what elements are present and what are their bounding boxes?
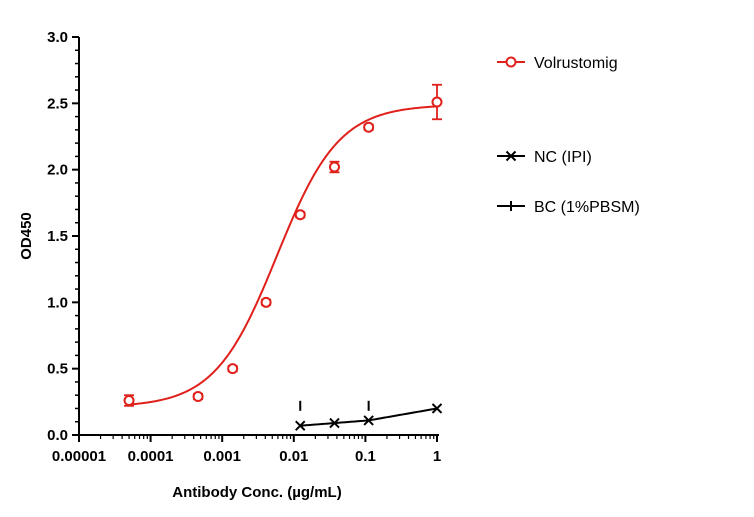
y-tick-label: 3.0 bbox=[47, 29, 68, 46]
marker-stroke bbox=[329, 417, 340, 429]
x-tick-label: 0.01 bbox=[279, 448, 308, 465]
y-tick-label: 1.5 bbox=[47, 228, 68, 245]
marker-stroke bbox=[295, 420, 306, 431]
legend-marker bbox=[505, 56, 517, 68]
x-tick-label: 0.001 bbox=[203, 448, 241, 465]
marker-stroke bbox=[505, 150, 517, 162]
legend: Volrustomig NC (IPI) BC (1%PBSM) bbox=[497, 55, 640, 216]
axes: 0.0 0.5 1.0 1.5 2.0 2.5 3.0 0.00001 0.0001 0.001 0… bbox=[47, 29, 441, 465]
series-0 bbox=[123, 83, 443, 407]
series-1 bbox=[295, 403, 443, 431]
data-point bbox=[363, 121, 375, 133]
legend-item-1: NC (IPI) bbox=[497, 149, 592, 166]
legend-label: BC (1%PBSM) bbox=[534, 199, 640, 216]
y-tick-label: 2.5 bbox=[47, 95, 68, 112]
x-tick-label: 1 bbox=[433, 448, 441, 465]
legend-item-0: Volrustomig bbox=[497, 55, 618, 72]
series-layer bbox=[123, 83, 443, 431]
marker-stroke bbox=[363, 415, 374, 426]
legend-marker bbox=[505, 150, 517, 162]
x-axis-title: Antibody Conc. (µg/mL) bbox=[172, 484, 341, 501]
data-point bbox=[260, 296, 272, 308]
data-point bbox=[328, 161, 340, 173]
data-point bbox=[192, 391, 204, 403]
x-tick-label: 0.1 bbox=[355, 448, 376, 465]
data-point bbox=[363, 415, 374, 426]
y-tick-label: 1.0 bbox=[47, 294, 68, 311]
data-point bbox=[329, 417, 340, 429]
data-point bbox=[295, 420, 306, 431]
y-tick-label: 0.5 bbox=[47, 361, 68, 378]
data-point bbox=[431, 96, 443, 108]
data-point bbox=[227, 363, 239, 375]
y-tick-label: 2.0 bbox=[47, 162, 68, 179]
y-tick-label: 0.0 bbox=[47, 427, 68, 444]
y-axis-title: OD450 bbox=[18, 212, 35, 260]
fit-curve bbox=[128, 105, 438, 406]
data-point bbox=[431, 403, 443, 414]
x-tick-label: 0.0001 bbox=[128, 448, 174, 465]
data-point bbox=[123, 395, 135, 407]
marker-stroke bbox=[431, 403, 443, 414]
connect-curve bbox=[300, 407, 438, 427]
legend-label: NC (IPI) bbox=[534, 149, 592, 166]
data-point bbox=[294, 209, 306, 221]
series-2 bbox=[299, 400, 370, 411]
legend-item-2: BC (1%PBSM) bbox=[497, 199, 640, 216]
x-tick-label: 0.00001 bbox=[52, 448, 106, 465]
legend-label: Volrustomig bbox=[534, 55, 618, 72]
